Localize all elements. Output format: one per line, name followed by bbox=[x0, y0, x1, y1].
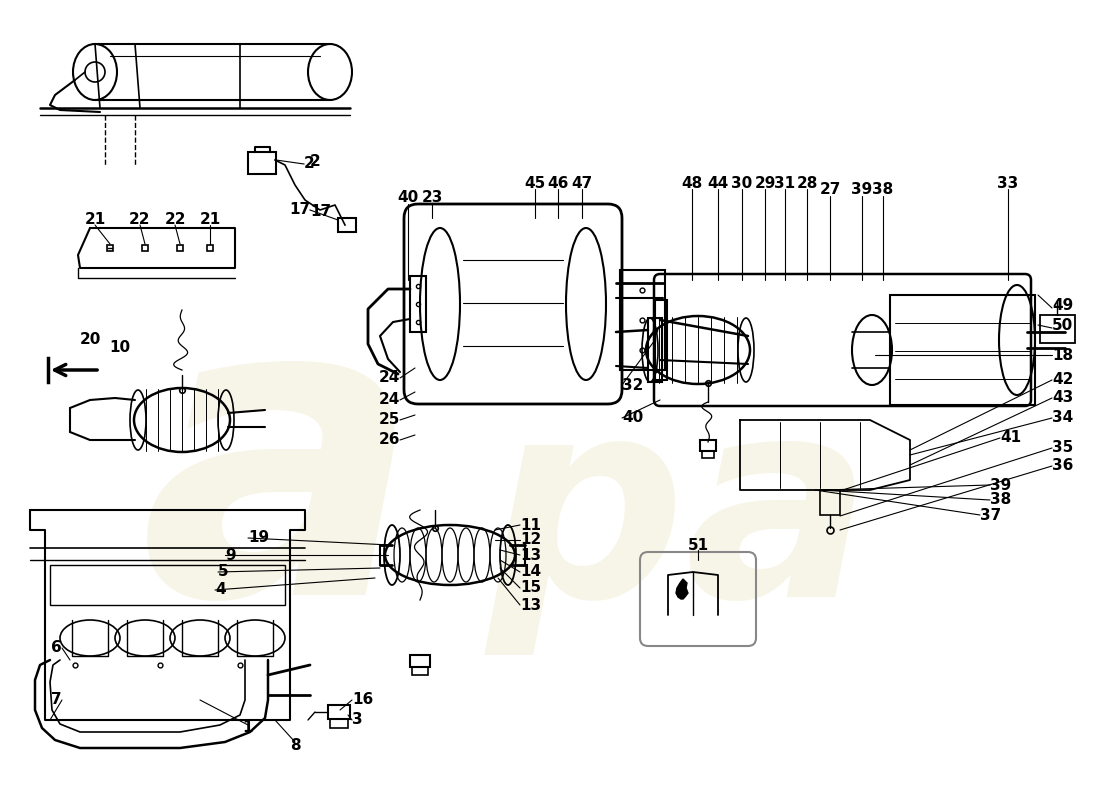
Text: 4: 4 bbox=[214, 582, 225, 598]
Text: 21: 21 bbox=[85, 213, 106, 227]
Text: 37: 37 bbox=[980, 507, 1001, 522]
Text: 45: 45 bbox=[525, 175, 546, 190]
Text: 10: 10 bbox=[109, 341, 131, 355]
Text: 40: 40 bbox=[621, 410, 643, 426]
Text: 26: 26 bbox=[378, 433, 400, 447]
Text: a: a bbox=[140, 278, 420, 682]
Text: 50: 50 bbox=[1052, 318, 1074, 333]
Bar bbox=[338, 218, 356, 232]
Text: 34: 34 bbox=[1052, 410, 1074, 426]
Text: 2: 2 bbox=[304, 157, 315, 171]
Text: 14: 14 bbox=[520, 565, 541, 579]
Text: 44: 44 bbox=[707, 175, 728, 190]
Text: 2: 2 bbox=[310, 154, 321, 170]
Bar bbox=[330, 719, 348, 728]
Bar bbox=[248, 152, 276, 174]
Text: pa: pa bbox=[487, 385, 873, 655]
Text: 30: 30 bbox=[732, 175, 752, 190]
Bar bbox=[410, 276, 426, 332]
Text: 6: 6 bbox=[52, 641, 62, 655]
Text: 19: 19 bbox=[248, 530, 270, 546]
Text: 31: 31 bbox=[774, 175, 795, 190]
Text: 17: 17 bbox=[310, 205, 331, 219]
Text: 35: 35 bbox=[1052, 441, 1074, 455]
Text: 22: 22 bbox=[130, 213, 151, 227]
Text: 51: 51 bbox=[688, 538, 708, 554]
Bar bbox=[328, 705, 350, 719]
Text: 46: 46 bbox=[548, 175, 569, 190]
Text: 3: 3 bbox=[352, 713, 363, 727]
Text: 49: 49 bbox=[1052, 298, 1074, 313]
Text: 40: 40 bbox=[397, 190, 419, 206]
Text: 38: 38 bbox=[990, 493, 1011, 507]
Text: 8: 8 bbox=[289, 738, 300, 753]
Text: 42: 42 bbox=[1052, 373, 1074, 387]
Bar bbox=[654, 300, 667, 380]
Text: 9: 9 bbox=[226, 547, 235, 562]
Bar bbox=[410, 655, 430, 667]
Bar bbox=[412, 667, 428, 675]
Bar bbox=[702, 451, 714, 458]
Text: 1: 1 bbox=[243, 721, 253, 735]
Text: 43: 43 bbox=[1052, 390, 1074, 406]
Text: 39: 39 bbox=[851, 182, 872, 198]
Text: 36: 36 bbox=[1052, 458, 1074, 474]
Bar bbox=[1040, 315, 1075, 343]
Text: 21: 21 bbox=[199, 213, 221, 227]
Text: 13: 13 bbox=[520, 598, 541, 613]
Text: 32: 32 bbox=[621, 378, 643, 393]
Text: 5: 5 bbox=[218, 565, 229, 579]
Text: 29: 29 bbox=[755, 175, 775, 190]
Text: 38: 38 bbox=[872, 182, 893, 198]
Text: 41: 41 bbox=[1000, 430, 1021, 446]
Polygon shape bbox=[676, 579, 688, 599]
Text: 47: 47 bbox=[571, 175, 593, 190]
Text: 33: 33 bbox=[998, 175, 1019, 190]
Text: 24: 24 bbox=[378, 393, 400, 407]
Text: 48: 48 bbox=[681, 175, 703, 190]
Text: 23: 23 bbox=[421, 190, 442, 206]
Text: 20: 20 bbox=[79, 333, 101, 347]
Text: 17: 17 bbox=[289, 202, 310, 218]
Text: 7: 7 bbox=[52, 693, 62, 707]
Bar bbox=[620, 270, 666, 370]
Text: 28: 28 bbox=[796, 175, 817, 190]
Text: 12: 12 bbox=[520, 533, 541, 547]
Text: 27: 27 bbox=[820, 182, 840, 198]
Text: 24: 24 bbox=[378, 370, 400, 386]
Text: 18: 18 bbox=[1052, 347, 1074, 362]
Text: 11: 11 bbox=[520, 518, 541, 533]
Text: 22: 22 bbox=[164, 213, 186, 227]
Text: 39: 39 bbox=[990, 478, 1011, 493]
Text: 16: 16 bbox=[352, 693, 373, 707]
Text: 25: 25 bbox=[378, 413, 400, 427]
Bar bbox=[700, 440, 716, 451]
Text: 13: 13 bbox=[520, 547, 541, 562]
Bar bbox=[890, 295, 1035, 405]
Bar bbox=[50, 565, 285, 605]
Bar bbox=[648, 318, 662, 382]
Bar bbox=[820, 490, 840, 515]
Text: 15: 15 bbox=[520, 581, 541, 595]
